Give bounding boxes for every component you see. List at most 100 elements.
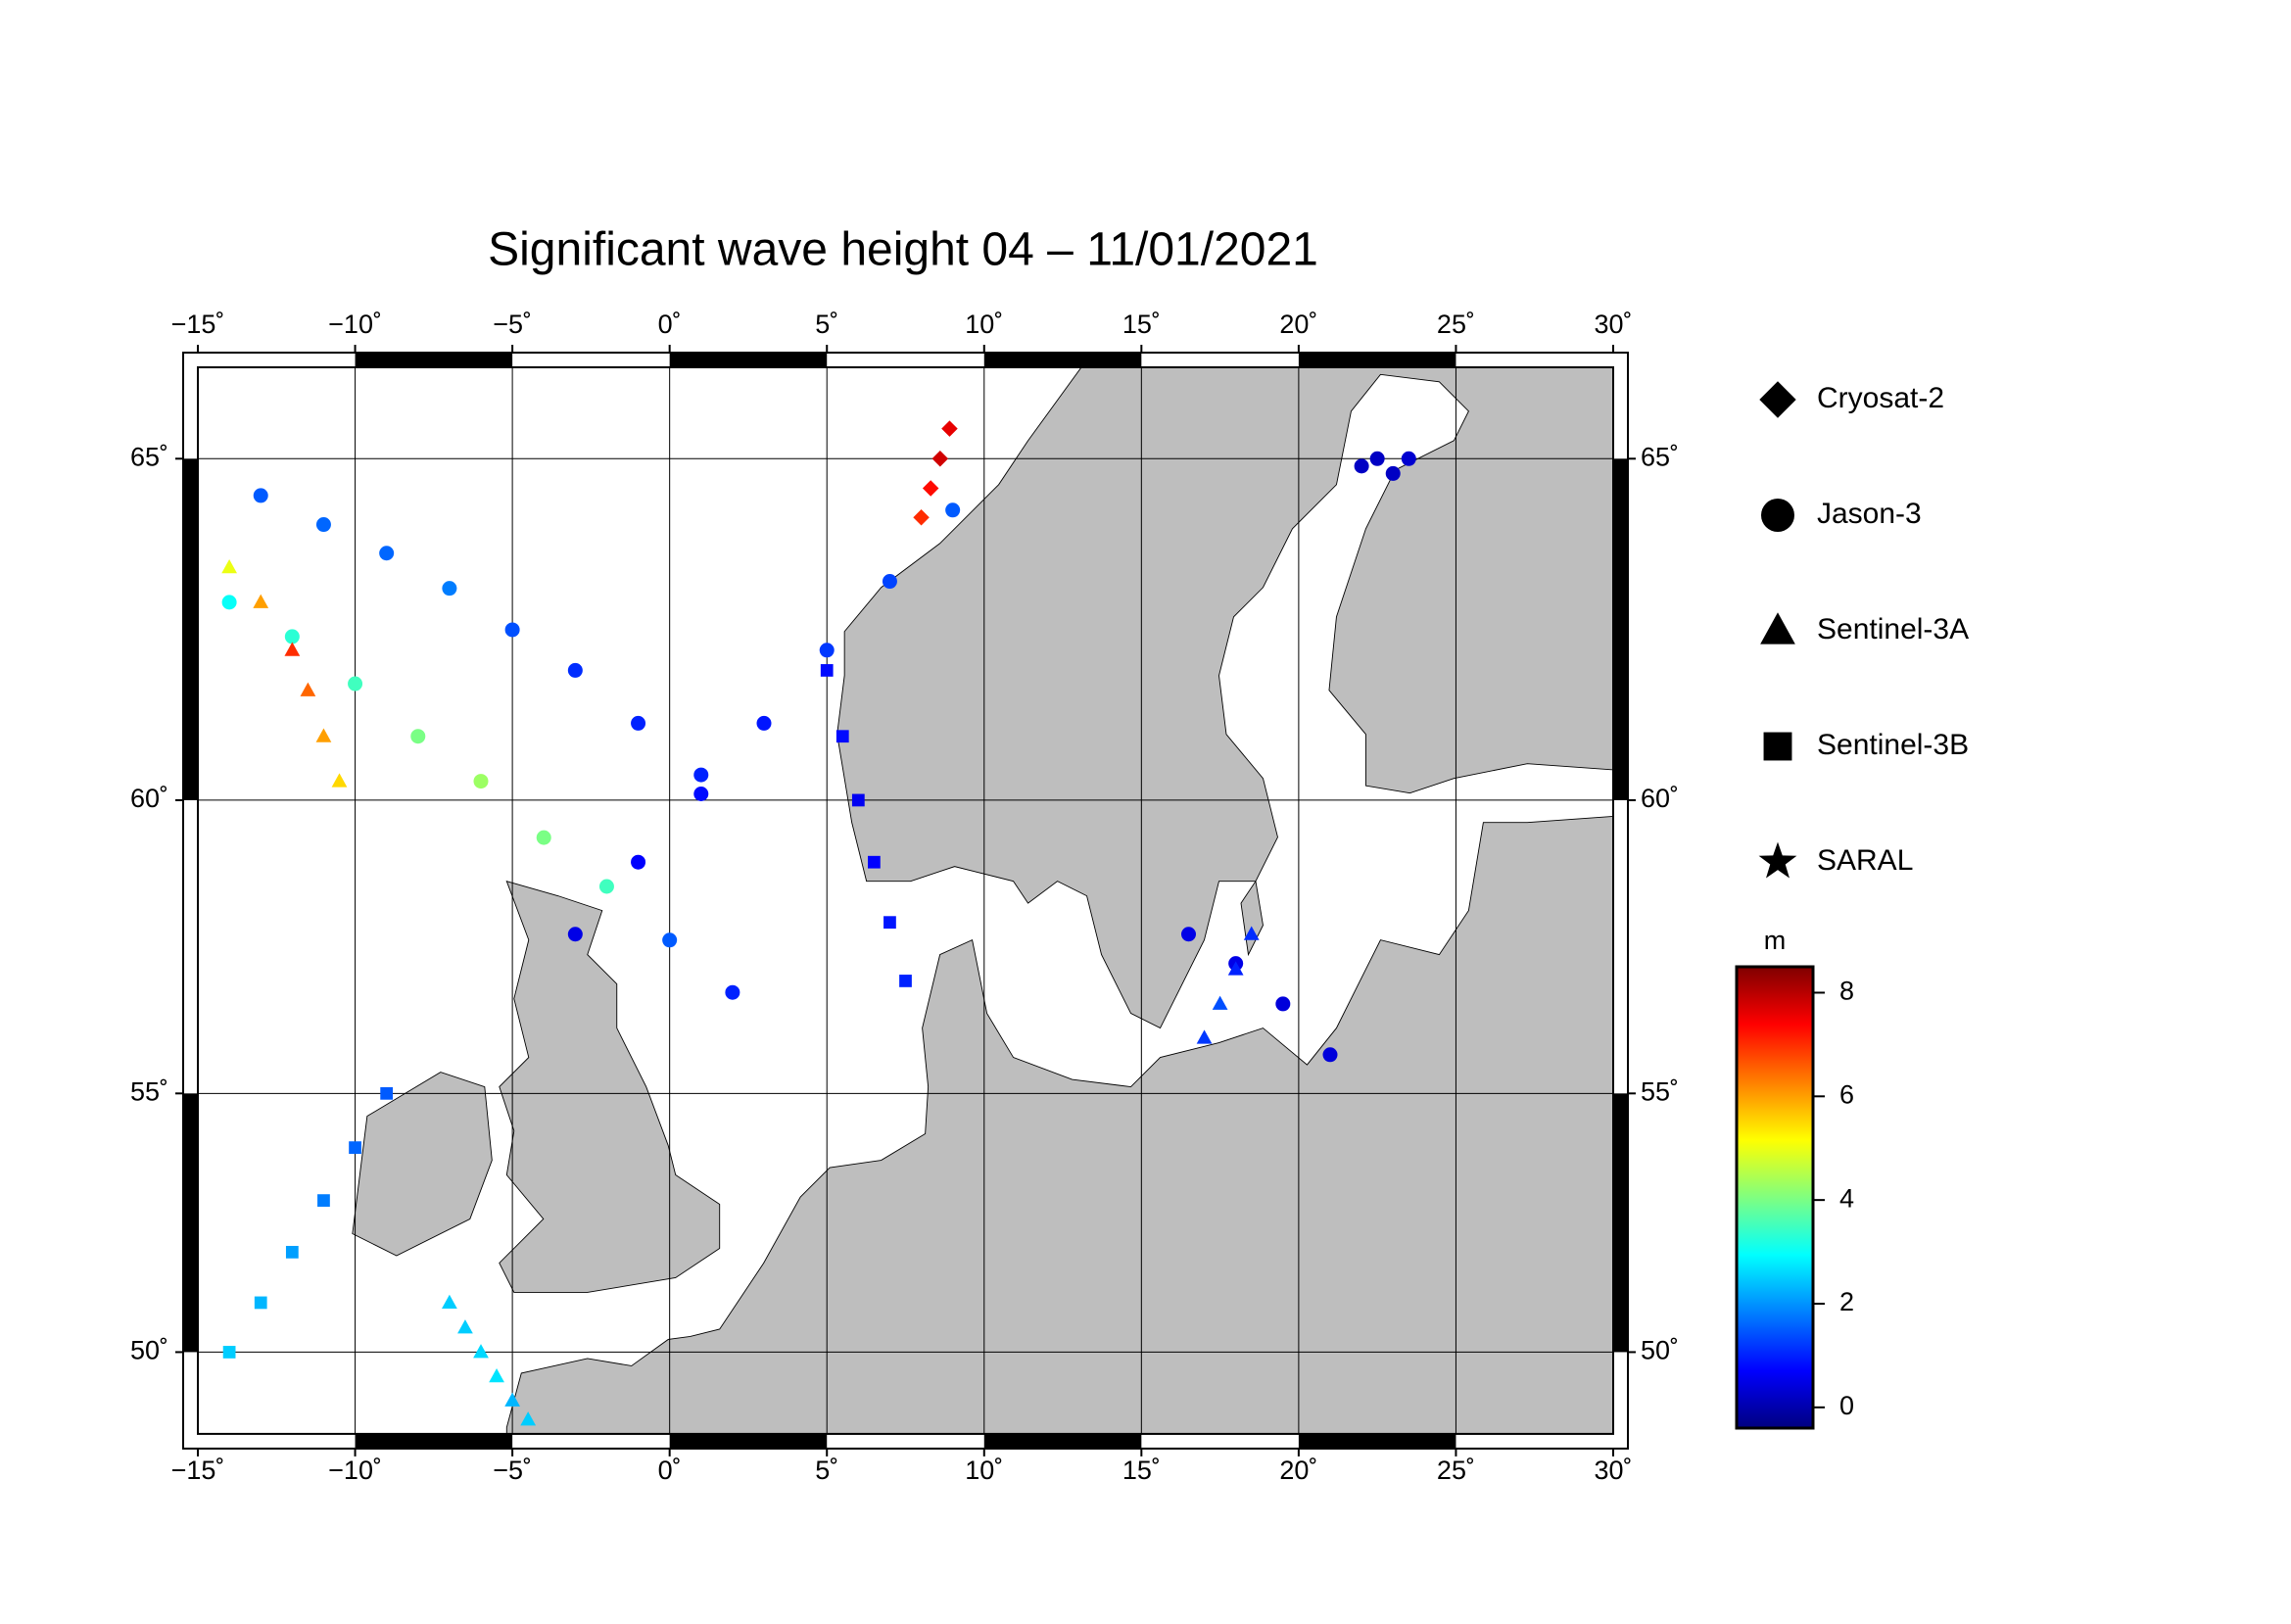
- x-tick-label: 0˚: [658, 310, 682, 339]
- x-tick-label: 10˚: [965, 310, 1003, 339]
- map-frame: [175, 345, 1636, 1457]
- marker-triangle: [1196, 1029, 1213, 1044]
- frame-bar: [183, 458, 198, 800]
- y-tick-label: 50˚: [130, 1336, 168, 1365]
- frame-bar: [983, 1433, 1142, 1449]
- marker-diamond: [941, 420, 958, 437]
- marker-circle: [410, 729, 426, 744]
- marker-circle: [567, 662, 583, 678]
- marker-triangle: [253, 594, 269, 608]
- marker-circle: [1385, 465, 1401, 481]
- marker-circle: [284, 629, 300, 645]
- frame-bar: [1613, 1093, 1628, 1353]
- graticule: [198, 367, 1613, 1434]
- marker-triangle: [315, 728, 332, 742]
- y-tick-label: 60˚: [1641, 784, 1679, 813]
- marker-triangle: [1227, 961, 1244, 976]
- x-tick-label: −10˚: [328, 1456, 382, 1485]
- marker-circle: [598, 879, 614, 894]
- x-tick-label: 25˚: [1437, 310, 1475, 339]
- y-tick-label: 55˚: [1641, 1076, 1679, 1106]
- marker-circle: [473, 774, 489, 789]
- marker-square: [868, 855, 881, 869]
- frame-inner: [197, 366, 1614, 1435]
- marker-square: [1763, 732, 1792, 761]
- marker-circle: [567, 927, 583, 942]
- marker-diamond: [931, 451, 949, 467]
- y-tick-label: 55˚: [130, 1076, 168, 1106]
- x-tick-label: 5˚: [815, 1456, 838, 1485]
- x-tick-label: 10˚: [965, 1456, 1003, 1485]
- x-tick-label: 30˚: [1594, 310, 1632, 339]
- marker-triangle: [520, 1411, 537, 1426]
- marker-circle: [693, 787, 709, 802]
- legend-label: Cryosat-2: [1817, 382, 1944, 414]
- marker-square: [285, 1245, 299, 1259]
- marker-circle: [504, 622, 520, 638]
- frame-bar: [983, 353, 1142, 367]
- marker-triangle: [331, 773, 348, 788]
- y-tick-label: 50˚: [1641, 1336, 1679, 1365]
- marker-triangle: [221, 558, 237, 574]
- x-tick-label: 25˚: [1437, 1456, 1475, 1485]
- marker-triangle: [504, 1392, 520, 1407]
- x-tick-label: 0˚: [658, 1456, 682, 1485]
- marker-circle: [1761, 499, 1794, 532]
- frame-bar: [1613, 458, 1628, 800]
- marker-circle: [1354, 458, 1369, 474]
- marker-triangle: [284, 642, 301, 656]
- colorbar-tick-label: 8: [1839, 977, 1854, 1006]
- frame-bar: [183, 1093, 198, 1353]
- marker-circle: [536, 830, 551, 845]
- x-tick-label: 15˚: [1122, 1456, 1161, 1485]
- legend-label: Sentinel-3B: [1817, 729, 1969, 761]
- x-tick-label: −5˚: [493, 1456, 532, 1485]
- marker-diamond: [913, 508, 930, 526]
- marker-circle: [756, 715, 772, 731]
- colorbar-label: m: [1764, 926, 1787, 955]
- frame-bar: [669, 353, 828, 367]
- marker-star: [1758, 841, 1797, 879]
- colorbar-tick-label: 4: [1839, 1183, 1854, 1213]
- x-tick-label: 15˚: [1122, 310, 1161, 339]
- great-britain: [499, 880, 721, 1293]
- marker-circle: [945, 502, 961, 518]
- marker-square: [835, 730, 849, 743]
- marker-diamond: [922, 480, 939, 497]
- continent: [505, 815, 1613, 1435]
- frame-bar: [1298, 353, 1456, 367]
- frame-bar: [355, 1433, 513, 1449]
- marker-circle: [348, 676, 363, 692]
- marker-triangle: [300, 682, 316, 696]
- colorbar-tick-label: 6: [1839, 1079, 1854, 1109]
- frame-bar: [1298, 1433, 1456, 1449]
- x-tick-label: 20˚: [1279, 310, 1317, 339]
- land: [352, 367, 1613, 1435]
- map-title: Significant wave height 04 – 11/01/2021: [488, 224, 1318, 276]
- marker-circle: [631, 854, 646, 870]
- marker-square: [820, 664, 834, 677]
- marker-square: [851, 793, 865, 807]
- marker-circle: [1275, 996, 1291, 1012]
- marker-circle: [1401, 451, 1416, 466]
- legend-label: Jason-3: [1817, 498, 1922, 530]
- marker-square: [380, 1086, 394, 1100]
- legend-label: Sentinel-3A: [1817, 613, 1969, 645]
- marker-square: [317, 1194, 330, 1207]
- marker-circle: [725, 984, 740, 1000]
- ireland: [352, 1072, 493, 1257]
- marker-triangle: [442, 1294, 457, 1309]
- marker-circle: [1181, 927, 1196, 942]
- frame-outer: [182, 352, 1629, 1450]
- marker-circle: [693, 767, 709, 783]
- marker-circle: [315, 517, 331, 533]
- x-tick-label: −15˚: [171, 1456, 225, 1485]
- scandinavia: [836, 367, 1613, 1029]
- marker-square: [349, 1141, 361, 1154]
- marker-circle: [631, 715, 646, 731]
- y-tick-label: 65˚: [130, 442, 168, 471]
- marker-circle: [882, 574, 897, 590]
- marker-triangle: [1760, 612, 1795, 645]
- marker-circle: [819, 643, 835, 658]
